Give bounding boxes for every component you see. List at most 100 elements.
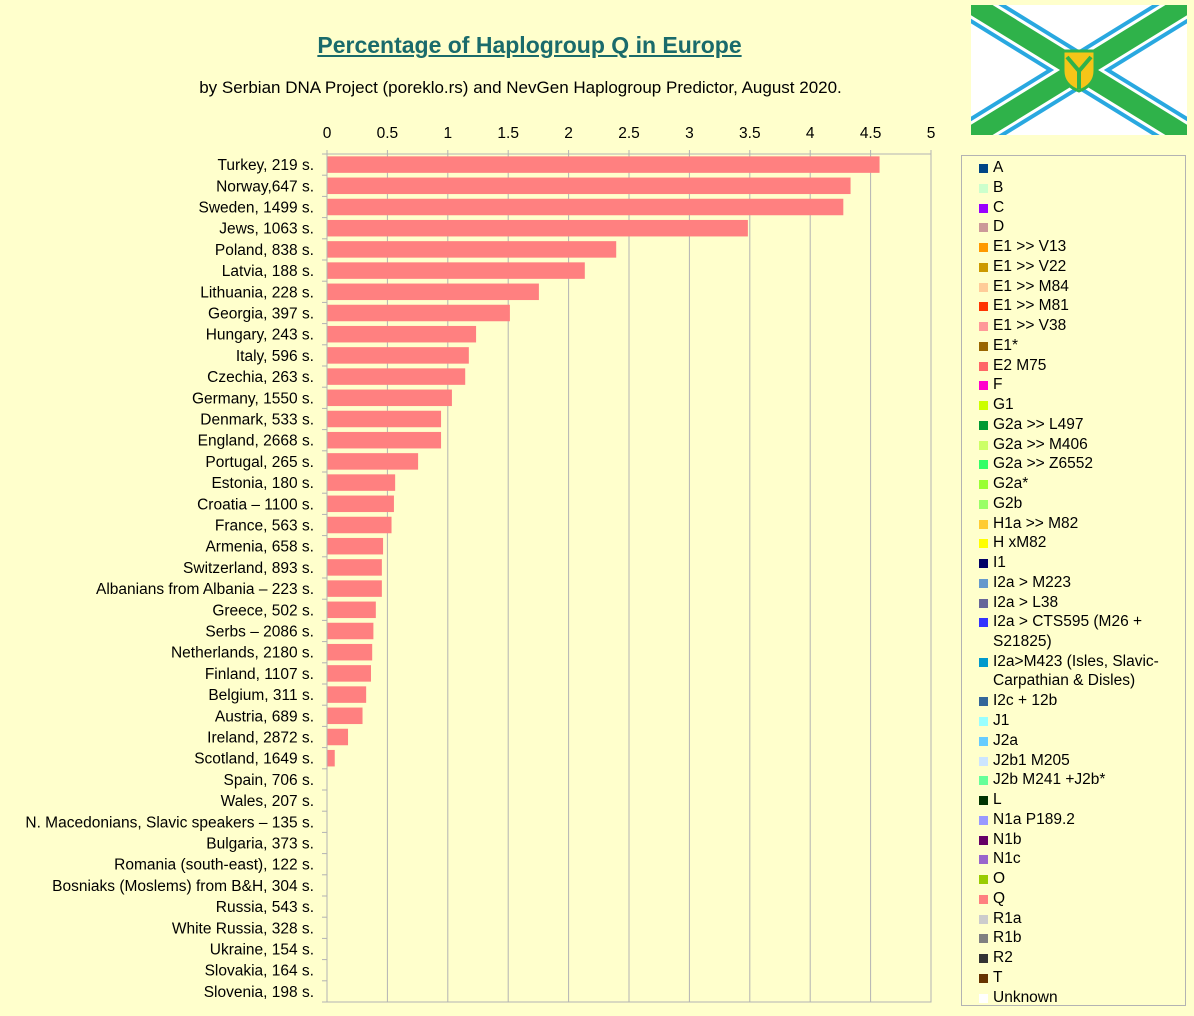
category-label: Georgia, 397 s.: [208, 306, 314, 323]
legend-swatch: [979, 993, 988, 1003]
legend-label: R2: [993, 949, 1013, 966]
bar: [327, 453, 419, 470]
chart-legend: A B C D E1 >> V13 E1 >> V22 E1 >> M84 E1 >> M81…: [961, 155, 1186, 1006]
category-label: Bulgaria, 373 s.: [206, 836, 314, 853]
legend-label: B: [993, 178, 1004, 196]
legend-swatch: [979, 657, 988, 667]
x-tick-label: 4.5: [860, 125, 882, 142]
legend-item: G2a >> M406: [979, 435, 1179, 455]
category-label: Slovenia, 198 s.: [204, 984, 314, 1001]
legend-swatch: [979, 499, 988, 509]
category-label: Denmark, 533 s.: [200, 412, 314, 429]
legend-label: N1c: [993, 850, 1021, 868]
category-label: Serbs – 2086 s.: [205, 624, 314, 641]
chart-subtitle: by Serbian DNA Project (poreklo.rs) and …: [199, 78, 842, 97]
category-label: Sweden, 1499 s.: [199, 200, 314, 217]
x-tick-label: 0: [323, 125, 332, 142]
legend-item: E1 >> V22: [979, 257, 1179, 277]
legend-item: E1*: [979, 336, 1179, 356]
category-label: Poland, 838 s.: [215, 242, 314, 259]
x-tick-label: 0.5: [377, 125, 399, 142]
bar: [327, 177, 851, 195]
legend-swatch: [979, 954, 988, 963]
bar: [327, 622, 374, 640]
bar: [327, 219, 748, 237]
category-label: Turkey, 219 s.: [218, 157, 314, 174]
category-label: Croatia – 1100 s.: [197, 496, 314, 513]
category-label: Scotland, 1649 s.: [194, 751, 314, 768]
legend-swatch: [979, 262, 988, 272]
bar: [327, 347, 469, 364]
legend-item: J1: [979, 711, 1179, 731]
legend-label: Q: [993, 889, 1006, 907]
legend-label: E1 >> V38: [993, 317, 1067, 334]
bar: [327, 749, 335, 767]
legend-label: G1: [993, 396, 1014, 413]
legend-label: J2b1 M205: [993, 751, 1070, 769]
legend-swatch: [979, 815, 988, 825]
bar: [327, 665, 371, 682]
legend-swatch: [979, 875, 988, 884]
legend-swatch: [979, 756, 988, 766]
legend-item: I2a > L38: [979, 593, 1179, 613]
bar: [327, 262, 585, 279]
legend-item: I2a > CTS595 (M26 + S21825): [979, 612, 1179, 651]
legend-item: R2: [979, 948, 1179, 968]
legend-label: G2a*: [993, 475, 1029, 492]
legend-item: L: [979, 790, 1179, 810]
legend-label: G2a >> Z6552: [993, 455, 1093, 473]
legend-label: R1a: [993, 909, 1022, 927]
category-label: Lithuania, 228 s.: [200, 284, 314, 301]
legend-swatch: [979, 302, 988, 312]
legend-swatch: [979, 736, 988, 746]
legend-label: N1b: [993, 830, 1022, 848]
legend-item: J2b1 M205: [979, 751, 1179, 771]
legend-swatch: [979, 164, 988, 173]
x-tick-label: 3.5: [739, 125, 761, 142]
flag-shield-emblem: [1061, 49, 1097, 93]
category-label: Ireland, 2872 s.: [207, 730, 314, 747]
legend-item: F: [979, 375, 1179, 395]
legend-swatch: [979, 835, 988, 845]
x-tick-label: 1: [443, 125, 452, 142]
legend-item: I2a > M223: [979, 573, 1179, 593]
bar: [327, 198, 844, 216]
legend-swatch: [979, 440, 988, 450]
legend-swatch: [979, 914, 988, 924]
bar: [327, 156, 880, 173]
legend-item: E2 M75: [979, 356, 1179, 376]
legend-swatch: [979, 973, 988, 983]
legend-swatch: [979, 796, 988, 805]
bar: [327, 601, 376, 619]
legend-label: R1b: [993, 929, 1022, 947]
legend-swatch: [979, 894, 988, 904]
legend-label: I2c + 12b: [993, 692, 1058, 710]
bar: [327, 304, 510, 322]
category-label: Slovakia, 164 s.: [205, 963, 314, 980]
legend-label: H1a >> M82: [993, 514, 1079, 532]
legend-item: G2a*: [979, 474, 1179, 494]
legend-swatch: [979, 598, 988, 608]
category-label: Russia, 543 s.: [216, 899, 314, 916]
legend-label: T: [993, 968, 1003, 986]
legend-label: E1 >> M81: [993, 297, 1069, 315]
legend-swatch: [979, 203, 988, 213]
legend-swatch: [979, 420, 988, 430]
bar: [327, 389, 452, 407]
legend-label: G2a >> L497: [993, 415, 1084, 433]
legend-item: I2a>M423 (Isles, Slavic-Carpathian & Dis…: [979, 652, 1179, 691]
bar: [327, 728, 349, 746]
legend-swatch: [979, 183, 988, 193]
legend-item: C: [979, 198, 1179, 218]
bar: [327, 431, 442, 449]
legend-label: E2 M75: [993, 356, 1047, 374]
category-label: Finland, 1107 s.: [205, 666, 314, 683]
category-label: Italy, 596 s.: [236, 348, 314, 365]
category-label: Belgium, 311 s.: [208, 687, 314, 704]
legend-swatch: [979, 855, 988, 865]
bar: [327, 580, 382, 597]
legend-item: G1: [979, 395, 1179, 415]
legend-label: L: [993, 791, 1002, 808]
legend-swatch: [979, 559, 988, 568]
legend-label: E1 >> V13: [993, 238, 1067, 255]
